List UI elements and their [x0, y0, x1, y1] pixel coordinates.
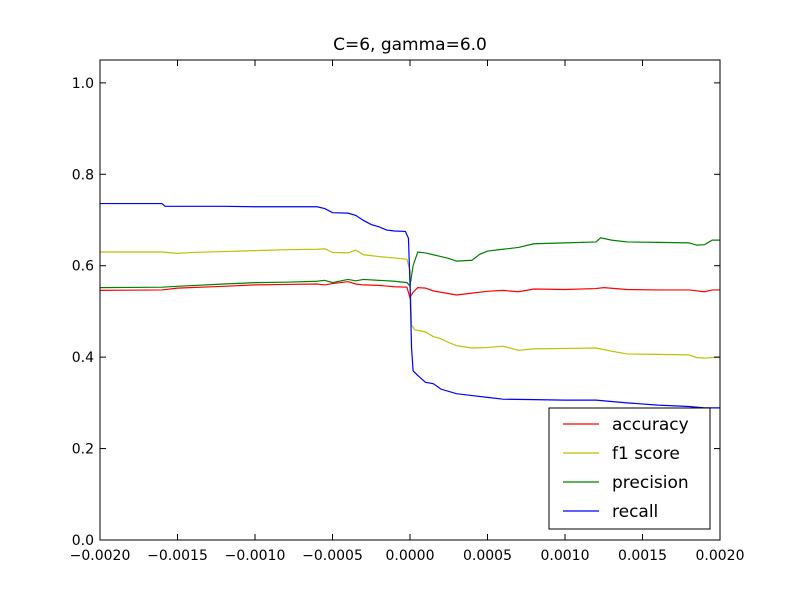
y-tick-label: 0.8	[72, 167, 94, 183]
legend-label: recall	[612, 502, 658, 522]
plot-frame	[99, 59, 721, 541]
y-tick-label: 0.6	[72, 259, 94, 275]
y-tick-label: 0.2	[72, 442, 94, 458]
x-tick-label: 0.0020	[696, 548, 745, 564]
legend-box	[548, 407, 711, 530]
x-tick-label: 0.0010	[541, 548, 590, 564]
series-line-f1-score	[100, 248, 721, 359]
legend-label: f1 score	[612, 444, 680, 464]
x-tick-label: 0.0000	[386, 548, 435, 564]
x-tick-label: 0.0015	[618, 548, 667, 564]
legend: accuracy f1 score precision recall	[548, 407, 711, 530]
chart-title: C=6, gamma=6.0	[333, 35, 487, 55]
series-line-accuracy	[99, 281, 720, 300]
series-layer	[99, 202, 721, 409]
y-tick-label: 1.0	[72, 76, 94, 92]
x-tick-label: 0.0005	[463, 548, 512, 564]
legend-label: accuracy	[612, 415, 689, 435]
x-tick-label: −0.0020	[70, 548, 131, 564]
series-line-precision	[99, 237, 720, 289]
x-tick-label: −0.0015	[147, 548, 208, 564]
series-line-recall	[100, 202, 720, 409]
y-tick-label: 0.4	[72, 350, 94, 366]
legend-label: precision	[612, 473, 689, 493]
x-tick-label: −0.0005	[302, 548, 363, 564]
x-tick-label: −0.0010	[225, 548, 286, 564]
ticks-layer: −0.0020 −0.0015 −0.0010 −0.0005 0.0000 0.0005…	[70, 60, 745, 564]
y-tick-label: 0.0	[72, 533, 94, 549]
